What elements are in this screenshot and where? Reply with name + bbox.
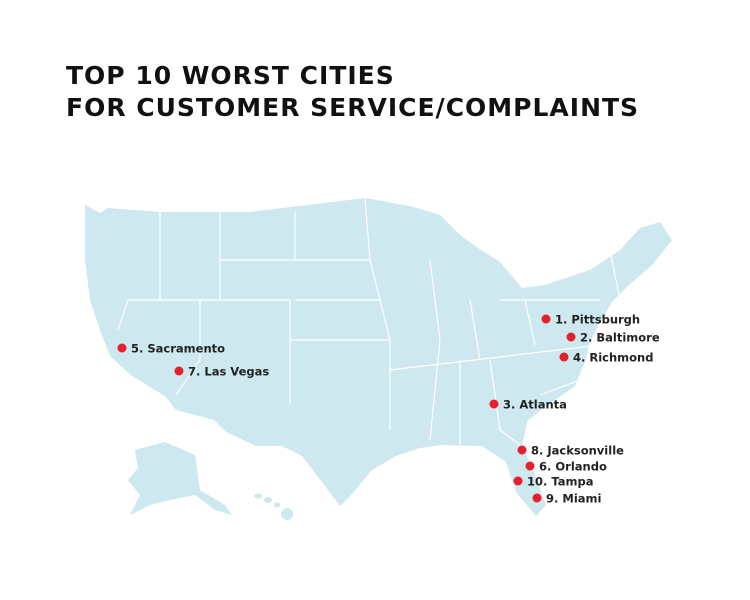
city-dot [525,461,535,471]
state-line [524,299,536,346]
city-dot [559,352,569,362]
state-line [429,259,441,441]
city-dot [513,476,523,486]
title-line: FOR CUSTOMER SERVICE/COMPLAINTS [66,93,639,122]
city-label: 4. Richmond [573,351,653,365]
city-label: 9. Miami [546,492,601,506]
city-dot [174,366,184,376]
state-line [609,249,621,301]
city-dot [117,343,127,353]
city-markers: 1. Pittsburgh 2. Baltimore 4. Richmond 5. S… [117,313,660,506]
city-label: 7. Las Vegas [188,365,269,379]
us-map [85,197,672,520]
alaska [128,442,232,515]
city-label: 6. Orlando [539,460,607,474]
contiguous-us [85,198,672,516]
state-line [539,379,581,396]
state-line [469,299,481,361]
city-dot [566,332,576,342]
hawaii [254,493,293,520]
city-label: 2. Baltimore [580,331,660,345]
city-dot [517,445,527,455]
state-line [200,299,291,405]
city-dot [532,493,542,503]
city-label: 5. Sacramento [131,342,225,356]
city-dot [541,314,551,324]
state-line [364,197,391,341]
city-label: 1. Pittsburgh [555,313,640,327]
city-dot [489,399,499,409]
state-line [389,344,601,371]
city-label: 8. Jacksonville [531,444,624,458]
title-line: TOP 10 WORST CITIES [66,61,395,90]
state-line [489,359,521,446]
state-line [128,299,201,396]
city-label: 10. Tampa [527,475,593,489]
city-label: 3. Atlanta [503,398,567,412]
